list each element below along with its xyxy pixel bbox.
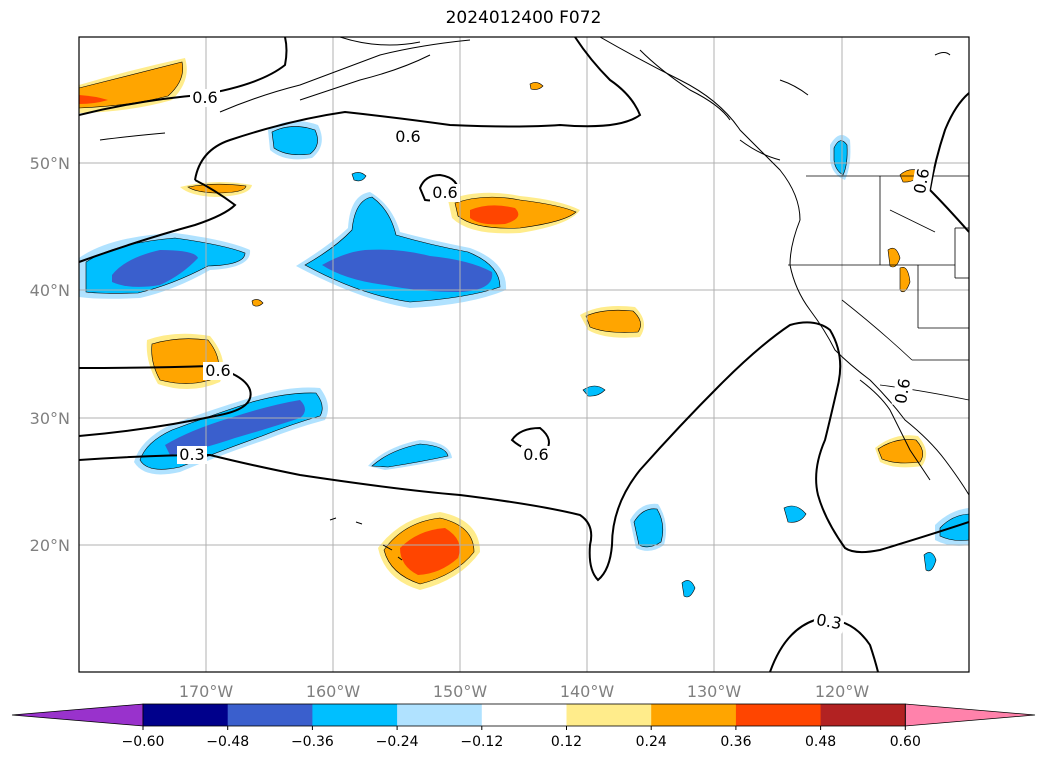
contour-label-background xyxy=(812,610,846,634)
positive-anomaly-region xyxy=(529,82,544,90)
colorbar-tick-label: 0.24 xyxy=(636,734,667,750)
contour-label: 0.3 xyxy=(179,445,204,464)
lon-tick-label: 170°W xyxy=(179,682,234,701)
colorbar-segment xyxy=(481,704,567,726)
colorbar-segment xyxy=(397,704,483,726)
colorbar-segment xyxy=(566,704,652,726)
lon-tick-label: 120°W xyxy=(815,682,870,701)
contour-label: 0.3 xyxy=(815,610,843,633)
map-frame xyxy=(78,36,970,673)
colorbar-frame xyxy=(142,703,906,727)
lon-tick-label: 160°W xyxy=(306,682,361,701)
positive-anomaly-region xyxy=(470,205,519,225)
gridlines xyxy=(79,37,969,672)
colorbar-extend-low xyxy=(11,703,144,727)
colorbar-segment xyxy=(651,704,737,726)
positive-anomaly-region xyxy=(877,439,924,464)
negative-anomaly-region xyxy=(351,172,367,182)
positive-anomaly-region xyxy=(887,247,901,268)
contour-label: 0.6 xyxy=(192,88,217,107)
contour-label-background xyxy=(177,446,207,464)
map-title: 2024012400 F072 xyxy=(445,8,602,28)
colorbar-extend-high xyxy=(904,703,1036,727)
lon-tick-label: 140°W xyxy=(560,682,615,701)
negative-anomaly-region xyxy=(582,385,606,397)
colorbar-tick-label: 0.48 xyxy=(805,734,836,750)
negative-anomaly-region xyxy=(165,400,305,455)
contour-label: 0.6 xyxy=(395,127,420,146)
lat-tick-label: 50°N xyxy=(30,154,70,173)
coastlines xyxy=(99,37,969,561)
colorbar-tick-label: 0.36 xyxy=(720,734,751,750)
contour-label-background xyxy=(190,89,220,107)
colorbar-tick-label: 0.60 xyxy=(890,734,921,750)
contour-label: 0.6 xyxy=(432,183,457,202)
lat-tick-label: 20°N xyxy=(30,536,70,555)
positive-anomaly-region xyxy=(187,183,247,194)
colorbar-tick-label: −0.60 xyxy=(122,734,165,750)
contour-label-background xyxy=(203,362,233,380)
contour-labels: 0.6 0.6 0.6 0.6 0.6 0.6 0.6 0.3 0.3 xyxy=(177,88,934,634)
contour-label: 0.6 xyxy=(523,445,548,464)
colorbar-segment xyxy=(312,704,398,726)
positive-anomaly-region xyxy=(79,95,108,104)
contour-label: 0.6 xyxy=(891,377,914,405)
colorbar-segment xyxy=(820,704,906,726)
latitude-labels: 50°N 40°N 30°N 20°N xyxy=(30,154,70,555)
positive-anomaly-region xyxy=(899,267,911,293)
lat-tick-label: 30°N xyxy=(30,409,70,428)
colorbar-tick-label: −0.12 xyxy=(460,734,503,750)
negative-anomaly-region xyxy=(112,250,198,287)
negative-anomaly-region xyxy=(271,126,318,156)
contour-label-background xyxy=(393,128,423,146)
contour-label-background xyxy=(521,446,551,464)
contour-label-background xyxy=(430,184,460,202)
lon-tick-label: 130°W xyxy=(687,682,742,701)
contour-label-background xyxy=(891,374,915,408)
map-panel xyxy=(79,37,969,672)
contour-lines xyxy=(79,37,969,672)
contour-label: 0.6 xyxy=(910,167,933,195)
negative-anomaly-region xyxy=(681,580,696,598)
negative-anomaly-region xyxy=(371,443,449,468)
positive-anomaly-region xyxy=(79,61,183,109)
positive-anomaly-region xyxy=(400,528,460,575)
colorbar-segment xyxy=(227,704,313,726)
lat-tick-label: 40°N xyxy=(30,281,70,300)
positive-anomaly-region xyxy=(251,299,264,307)
negative-anomaly-region xyxy=(923,552,937,572)
political-borders xyxy=(788,175,969,401)
lon-tick-label: 150°W xyxy=(433,682,488,701)
anomaly-fills xyxy=(79,58,969,598)
negative-anomaly-region xyxy=(322,249,493,292)
contour-label-background xyxy=(910,164,934,198)
contour-label: 0.6 xyxy=(205,361,230,380)
colorbar-segment xyxy=(735,704,822,726)
colorbar-tick-label: 0.12 xyxy=(551,734,582,750)
negative-anomaly-region xyxy=(783,505,807,523)
colorbar: −0.60 −0.48 −0.36 −0.24 −0.12 0.12 0.24 0.36 0.4… xyxy=(11,703,1036,750)
colorbar-segment xyxy=(143,704,229,726)
positive-anomaly-region xyxy=(585,309,641,333)
colorbar-tick-label: −0.48 xyxy=(206,734,249,750)
longitude-labels: 170°W 160°W 150°W 140°W 130°W 120°W xyxy=(179,682,870,701)
negative-anomaly-region xyxy=(833,140,848,176)
negative-anomaly-region xyxy=(633,508,664,548)
colorbar-tick-label: −0.36 xyxy=(291,734,334,750)
colorbar-tick-label: −0.24 xyxy=(376,734,419,750)
